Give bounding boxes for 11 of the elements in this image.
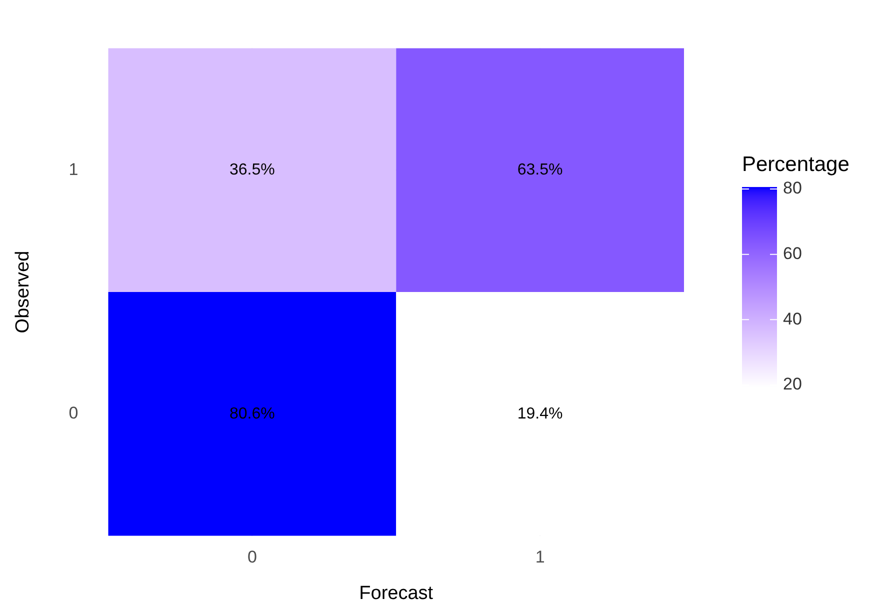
data-label: 63.5% — [517, 162, 563, 179]
color-bar-title: Percentage — [742, 153, 850, 176]
color-bar-label: 60 — [783, 244, 802, 264]
data-label: 19.4% — [517, 405, 563, 422]
x-axis-title: Forecast — [359, 582, 434, 604]
color-bar-label: 20 — [783, 374, 802, 394]
y-axis-title: Observed — [12, 250, 34, 334]
color-bar-label: 80 — [783, 178, 802, 198]
data-label: 36.5% — [230, 162, 275, 179]
color-bar-label: 40 — [783, 309, 802, 328]
data-label: 80.6% — [230, 405, 275, 422]
